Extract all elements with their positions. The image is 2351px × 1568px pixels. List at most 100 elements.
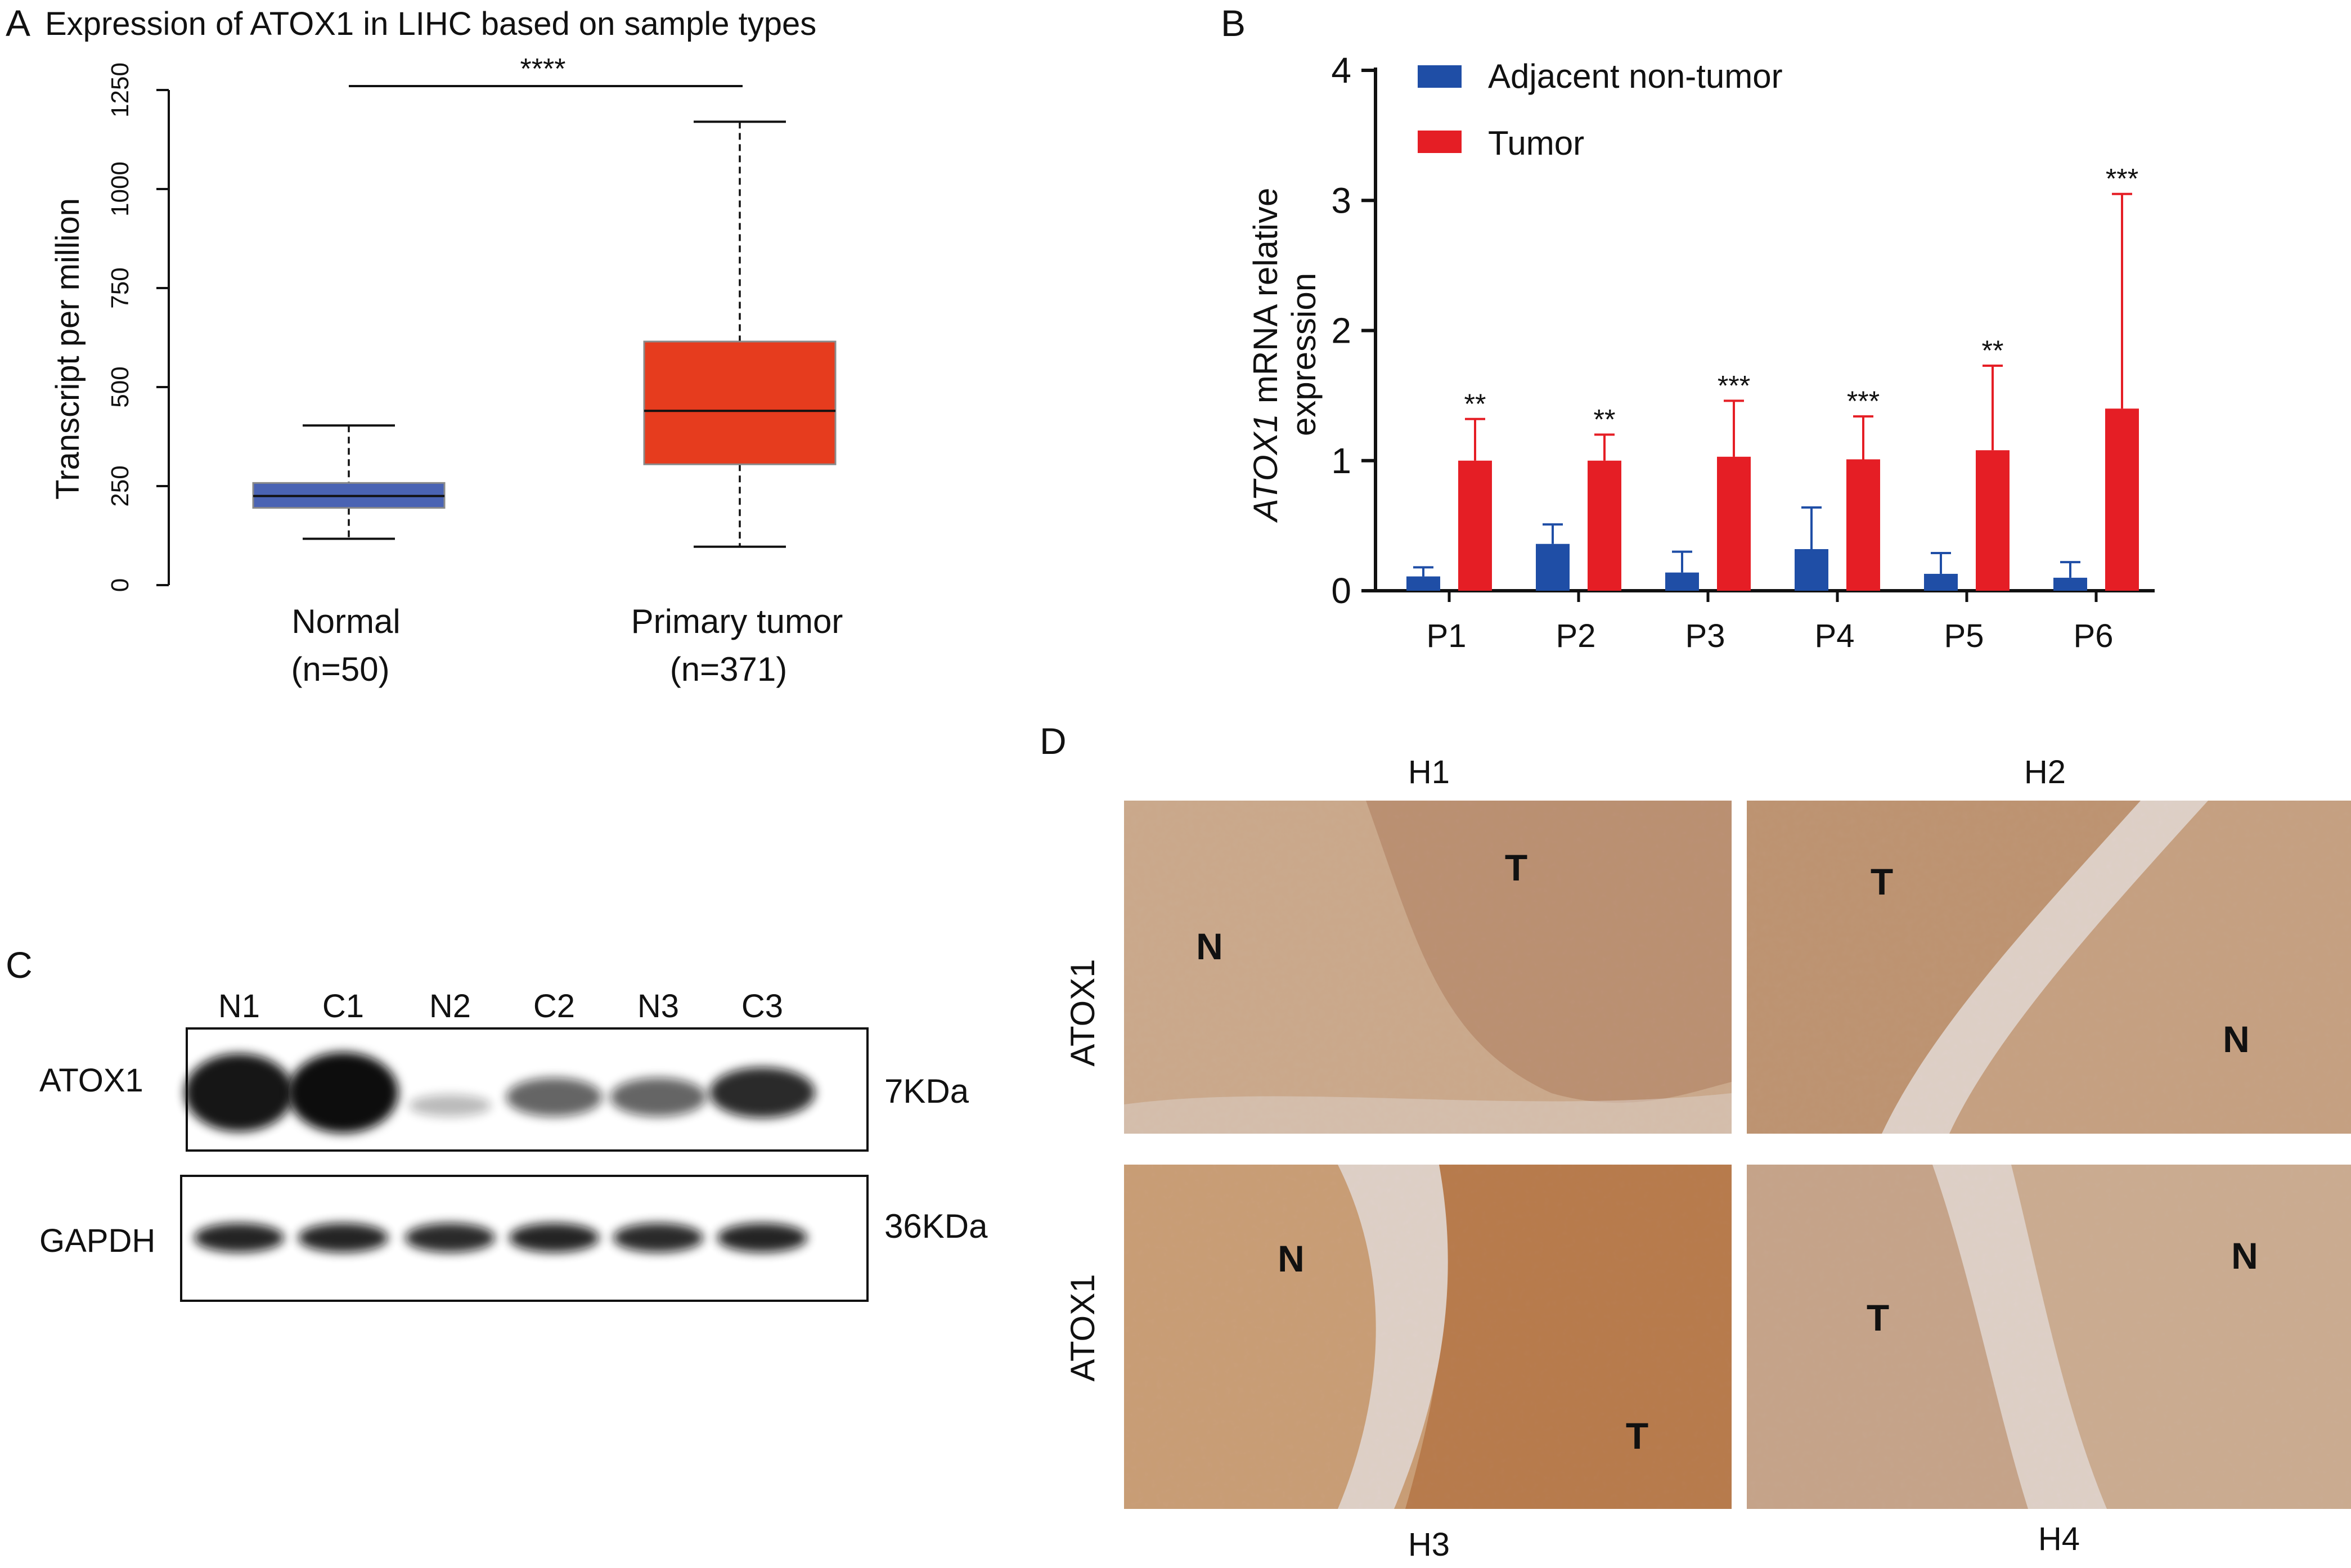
blot-gapdh-band-1 <box>298 1223 388 1252</box>
a-ytick-label-0: 0 <box>106 578 134 592</box>
blot-atox1-size: 7KDa <box>884 1072 969 1110</box>
blot-gapdh-band-5 <box>717 1223 807 1252</box>
panel-a-cat-tumor: Primary tumor <box>631 603 843 640</box>
b-significance-5: *** <box>2106 163 2138 195</box>
histology-panel-4: TN <box>1747 1165 2351 1509</box>
b-bar-1-0 <box>1458 460 1492 591</box>
b-xtick-label-2: P3 <box>1685 618 1725 654</box>
blot-lane-4: N3 <box>637 988 679 1025</box>
panel-a-letter: A <box>6 2 30 44</box>
panel-a: A Expression of ATOX1 in LIHC based on s… <box>6 2 843 688</box>
blot-atox1-band-3 <box>506 1077 603 1117</box>
histology-title-h2: H2 <box>2024 754 2066 790</box>
panel-b-y-label: ATOX1 mRNA relative expression <box>1247 188 1323 523</box>
legend-label-tumor: Tumor <box>1488 124 1584 162</box>
blot-gapdh-label: GAPDH <box>39 1223 155 1259</box>
b-significance-2: *** <box>1718 370 1750 401</box>
b-xtick-label-4: P5 <box>1944 618 1984 654</box>
panel-a-title: Expression of ATOX1 in LIHC based on sam… <box>45 6 816 42</box>
b-xtick-label-3: P4 <box>1815 618 1855 654</box>
b-ytick-label-1: 1 <box>1331 441 1351 481</box>
legend-swatch-tumor <box>1418 131 1462 153</box>
panel-a-n-tumor: (n=371) <box>670 650 787 688</box>
b-significance-4: ** <box>1982 335 2004 366</box>
panel-b-y-ticks: 0 1 2 3 4 <box>1331 50 1375 611</box>
a-box-0 <box>252 424 446 540</box>
histology-mark-3-0: N <box>1278 1238 1305 1279</box>
b-ytick-label-0: 0 <box>1331 570 1351 611</box>
b-bar-0-4 <box>1924 573 1958 591</box>
panel-b-bars: P1 ** P2 ** P3 *** P4 *** P5 ** P6 *** <box>1406 163 2139 654</box>
b-bar-0-3 <box>1795 549 1828 591</box>
panel-a-y-label: Transcript per million <box>50 198 86 500</box>
histology-mark-1-1: N <box>1196 925 1223 967</box>
legend-swatch-adjacent <box>1418 65 1462 88</box>
panel-c: C N1 C1 N2 C2 N3 C3 ATOX1 7KDa GAPDH 36KDa <box>6 944 988 1302</box>
panel-a-significance: **** <box>520 53 566 86</box>
histology-row-label-2: ATOX1 <box>1064 1274 1102 1381</box>
a-ytick-label-2: 500 <box>106 366 134 407</box>
histology-title-h4: H4 <box>2038 1521 2080 1557</box>
b-bar-0-0 <box>1406 576 1440 591</box>
a-ytick-label-5: 1250 <box>106 62 134 118</box>
panel-b-letter: B <box>1221 2 1246 44</box>
histology-mark-1-0: T <box>1505 847 1527 888</box>
blot-gapdh-band-0 <box>194 1223 284 1252</box>
b-bar-1-1 <box>1588 460 1621 591</box>
b-xtick-label-0: P1 <box>1427 618 1467 654</box>
panel-a-n-normal: (n=50) <box>291 650 389 688</box>
b-xtick-label-1: P2 <box>1556 618 1596 654</box>
b-bar-1-5 <box>2105 408 2139 591</box>
blot-lane-5: C3 <box>741 988 783 1025</box>
panel-a-y-ticks: 0 250 500 750 1000 1250 <box>106 62 169 592</box>
panel-a-cat-normal: Normal <box>291 603 400 640</box>
histology-mark-2-1: N <box>2223 1018 2250 1060</box>
panel-b-y-label-gene: ATOX1 <box>1247 414 1284 523</box>
blot-lane-labels: N1 C1 N2 C2 N3 C3 <box>218 988 783 1025</box>
histology-mark-2-0: T <box>1871 861 1893 902</box>
histology-panel-1: TN <box>1124 801 1732 1134</box>
blot-gapdh-bands <box>194 1223 807 1252</box>
b-significance-0: ** <box>1464 388 1486 420</box>
b-bar-1-3 <box>1846 459 1880 591</box>
b-ytick-label-3: 3 <box>1331 180 1351 221</box>
b-bar-1-2 <box>1717 456 1751 591</box>
a-ytick-label-3: 750 <box>106 267 134 308</box>
blot-atox1-band-1 <box>288 1052 398 1133</box>
legend-label-adjacent: Adjacent non-tumor <box>1488 57 1783 95</box>
blot-gapdh-size: 36KDa <box>884 1207 988 1245</box>
histology-panel-2: TN <box>1747 801 2351 1134</box>
histology-title-h3: H3 <box>1408 1526 1450 1563</box>
blot-atox1-label: ATOX1 <box>39 1062 143 1099</box>
histology-title-h1: H1 <box>1408 754 1450 790</box>
histology-mark-3-1: T <box>1626 1415 1648 1457</box>
histology-row-label-1: ATOX1 <box>1064 959 1102 1066</box>
svg-text:ATOX1mRNA relative: ATOX1 mRNA relative <box>1247 188 1284 523</box>
histology-texture-2 <box>1747 801 2351 1134</box>
b-ytick-label-2: 2 <box>1331 311 1351 351</box>
blot-atox1-band-0 <box>185 1053 294 1132</box>
b-bar-0-5 <box>2053 577 2087 591</box>
blot-atox1-band-4 <box>610 1077 707 1117</box>
panel-a-boxes <box>252 120 837 548</box>
b-significance-1: ** <box>1594 404 1616 435</box>
b-bar-0-2 <box>1665 572 1699 591</box>
blot-gapdh-band-3 <box>509 1223 599 1252</box>
a-ytick-label-4: 1000 <box>106 161 134 217</box>
panel-d-letter: D <box>1040 720 1067 762</box>
blot-atox1-band-2 <box>408 1094 492 1117</box>
histology-texture-4 <box>1747 1165 2351 1509</box>
panel-c-letter: C <box>6 944 33 986</box>
histology-mark-4-0: T <box>1867 1297 1889 1338</box>
b-significance-3: *** <box>1847 385 1880 417</box>
panel-b: B ATOX1 mRNA relative expression 0 1 2 3 4 P1… <box>1221 2 2155 654</box>
blot-atox1-bands <box>185 1052 815 1133</box>
blot-lane-0: N1 <box>218 988 260 1025</box>
b-bar-1-4 <box>1976 450 2010 591</box>
panel-b-y-label-rest: mRNA relative <box>1247 188 1284 403</box>
a-box-1 <box>643 120 837 548</box>
blot-lane-2: N2 <box>429 988 471 1025</box>
